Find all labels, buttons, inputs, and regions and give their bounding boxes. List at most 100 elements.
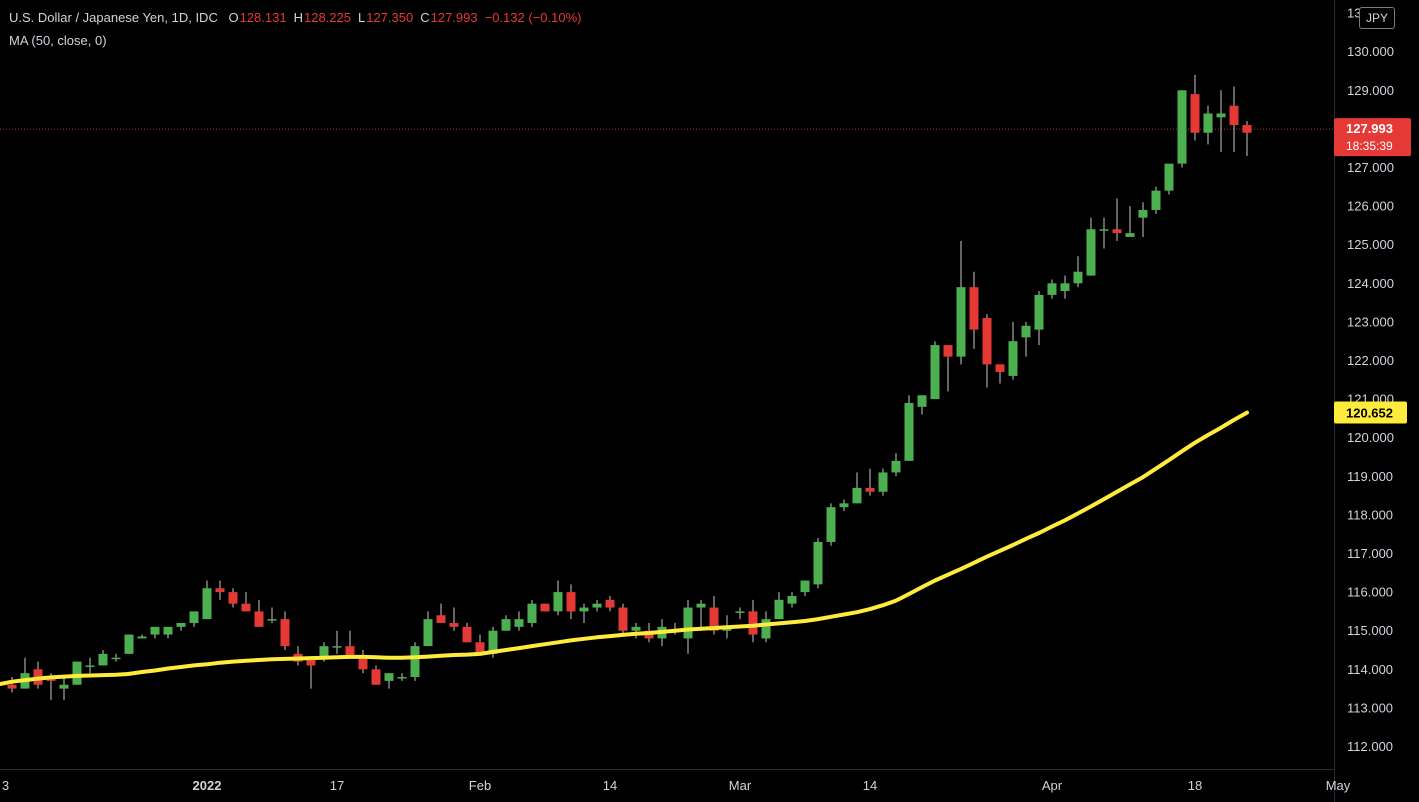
candle: [150, 626, 160, 639]
candle-body: [579, 607, 589, 612]
candle: [800, 580, 810, 596]
candle-body: [566, 592, 576, 612]
candle-body: [1138, 209, 1148, 218]
candle: [605, 595, 615, 612]
candle: [826, 503, 836, 546]
candle-body: [332, 646, 342, 648]
price-tick-label: 118.000: [1347, 507, 1393, 522]
price-tick-label: 123.000: [1347, 314, 1394, 329]
time-tick-label: 2022: [193, 778, 222, 793]
price-tick-label: 112.000: [1347, 739, 1393, 754]
legend-ohlc-row: U.S. Dollar / Japanese Yen, 1D, IDC O128…: [9, 10, 581, 25]
candle: [930, 341, 940, 400]
candle: [7, 677, 17, 693]
candle: [696, 599, 706, 631]
bar-countdown: 18:35:39: [1346, 139, 1393, 153]
candle: [202, 580, 212, 620]
price-tick-label: 114.000: [1347, 662, 1393, 677]
candle: [1021, 321, 1031, 357]
time-tick-label: 17: [330, 778, 344, 793]
candle-body: [358, 657, 368, 670]
candle-body: [228, 592, 238, 604]
candle-body: [176, 622, 186, 627]
candle-body: [202, 588, 212, 620]
candle-body: [397, 677, 407, 679]
candle: [891, 453, 901, 477]
symbol-title[interactable]: U.S. Dollar / Japanese Yen, 1D, IDC: [9, 10, 218, 25]
candle: [436, 603, 446, 623]
candle-body: [683, 607, 693, 639]
candle-body: [1047, 283, 1057, 295]
candle-body: [891, 460, 901, 473]
candle-body: [514, 619, 524, 627]
close-value: 127.993: [430, 10, 478, 25]
candle: [163, 626, 173, 639]
high-key: H: [293, 10, 303, 25]
open-value: 128.131: [239, 10, 287, 25]
candle-body: [631, 626, 641, 631]
time-tick-label: Feb: [469, 778, 491, 793]
candle: [189, 611, 199, 627]
candle-body: [709, 607, 719, 631]
candle-body: [163, 626, 173, 635]
candle: [306, 657, 316, 689]
price-tick-label: 122.000: [1347, 353, 1394, 368]
candle-body: [59, 684, 69, 689]
candle-body: [254, 611, 264, 627]
candle-body: [982, 318, 992, 365]
candle-body: [1242, 125, 1252, 133]
candle: [904, 395, 914, 461]
candle-body: [1216, 113, 1226, 118]
candle: [1073, 256, 1083, 288]
candle-body: [1190, 94, 1200, 133]
currency-badge[interactable]: JPY: [1359, 7, 1395, 29]
open-key: O: [228, 10, 239, 25]
indicator-title[interactable]: MA (50, close, 0): [9, 33, 107, 48]
candle-body: [1021, 325, 1031, 338]
price-tick-label: 113.000: [1347, 700, 1393, 715]
candle-body: [774, 599, 784, 620]
candle-body: [1229, 105, 1239, 126]
candle: [982, 314, 992, 388]
price-tick-label: 125.000: [1347, 237, 1394, 252]
low-value: 127.350: [366, 10, 414, 25]
candle-body: [111, 657, 121, 660]
candle: [995, 364, 1005, 384]
indicator-legend[interactable]: MA (50, close, 0): [9, 33, 107, 48]
candle-body: [865, 487, 875, 492]
candle: [865, 468, 875, 496]
candle-body: [124, 634, 134, 654]
candle: [943, 345, 953, 392]
candle-body: [410, 646, 420, 678]
candle: [176, 622, 186, 631]
candle-body: [7, 684, 17, 689]
current-price-label: 127.993: [1346, 121, 1393, 136]
price-tick-label: 127.000: [1347, 160, 1394, 175]
time-tick-label: 14: [863, 778, 877, 793]
candle-body: [241, 603, 251, 612]
candle-body: [553, 592, 563, 612]
candle: [735, 607, 745, 620]
candle: [267, 607, 277, 623]
price-tick-label: 129.000: [1347, 83, 1394, 98]
candle-body: [436, 615, 446, 623]
candle-body: [488, 630, 498, 654]
candle: [514, 611, 524, 631]
candle-body: [904, 402, 914, 461]
price-tick-label: 130.000: [1347, 44, 1394, 59]
price-tick-label: 115.000: [1347, 623, 1393, 638]
candle: [254, 599, 264, 627]
candle: [631, 622, 641, 639]
candle-body: [1177, 90, 1187, 164]
candle: [813, 538, 823, 589]
time-tick-label: Apr: [1042, 778, 1063, 793]
candle-body: [696, 603, 706, 608]
candle: [592, 599, 602, 612]
candle-body: [605, 599, 615, 608]
time-axis[interactable]: 3 2022 17 Feb 14 Mar 14 Apr 18 May: [2, 778, 1351, 793]
ma-price-tag: 120.652: [1334, 401, 1407, 424]
candle-body: [137, 636, 147, 639]
candle-body: [618, 607, 628, 631]
candle-body: [540, 603, 550, 612]
